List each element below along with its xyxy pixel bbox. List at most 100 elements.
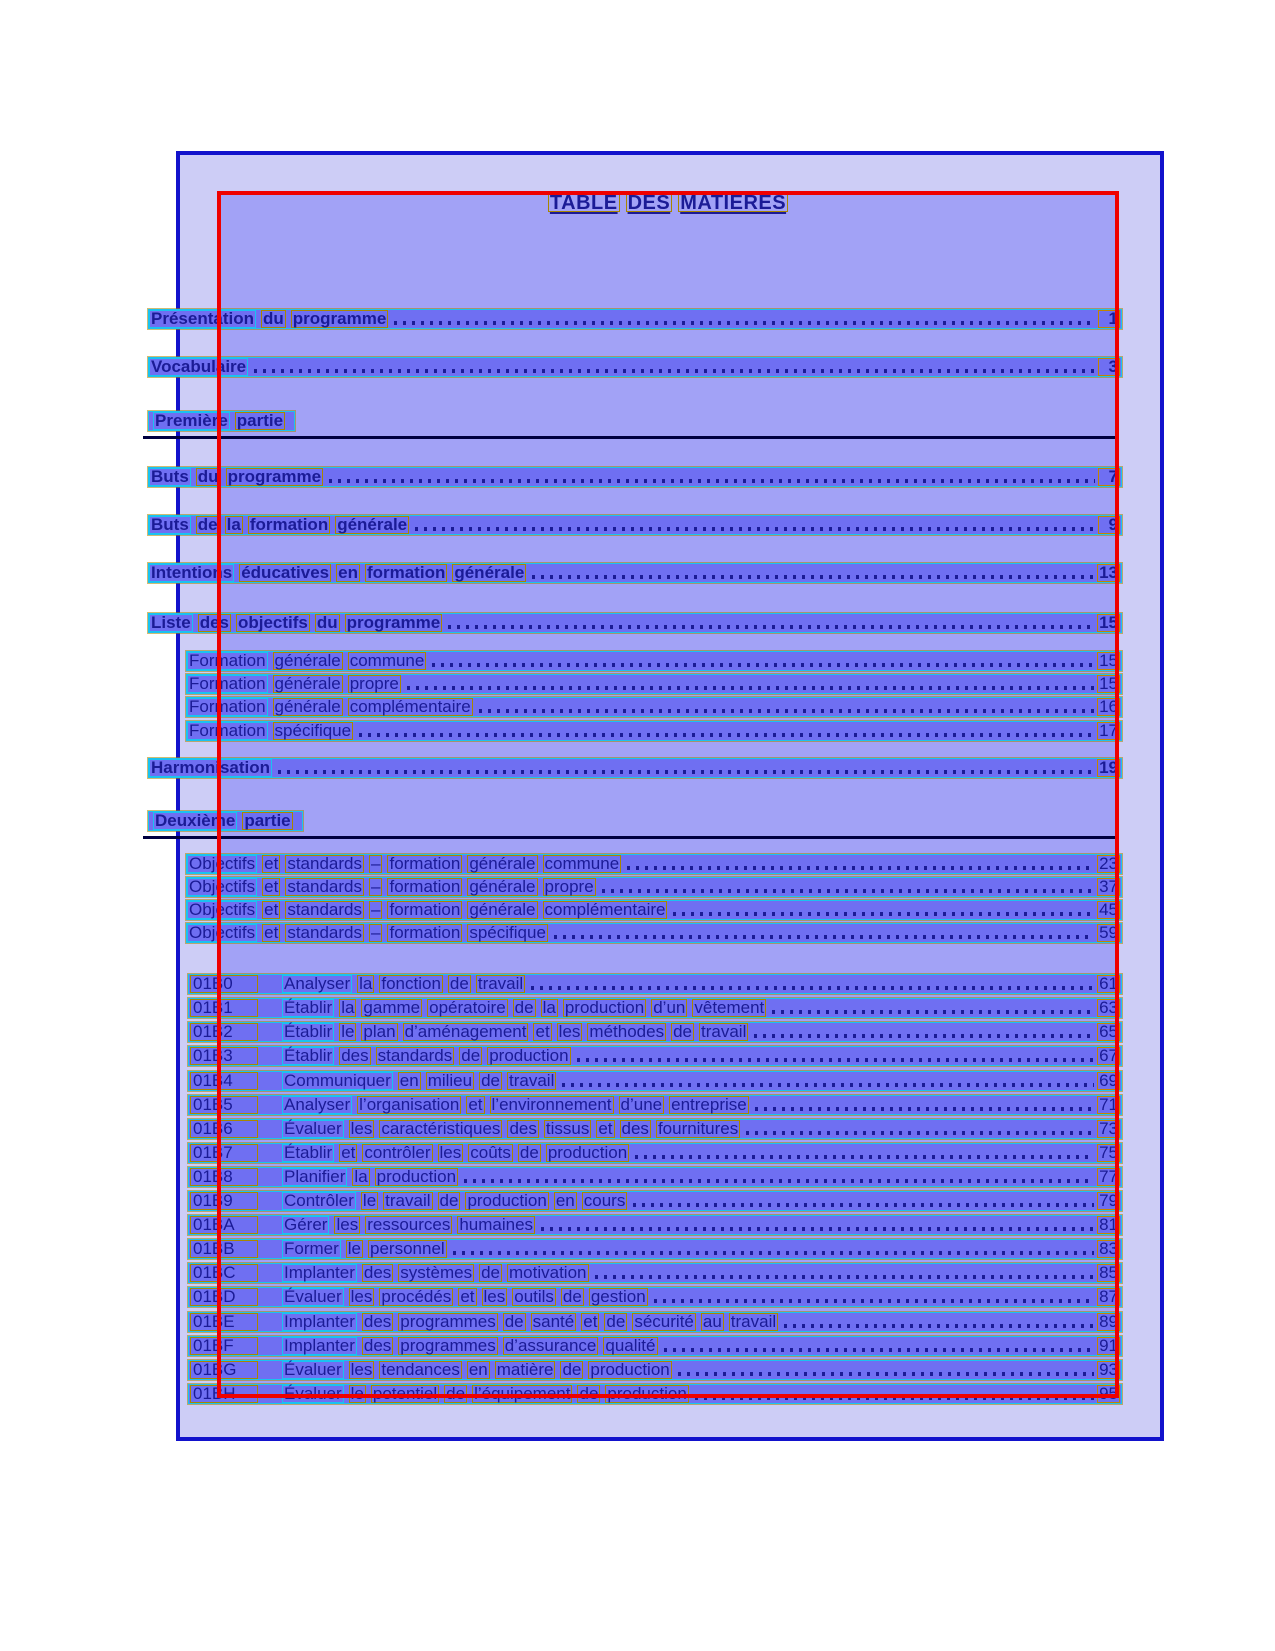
toc-entry-code: 01B8 <box>190 1168 258 1186</box>
toc-entry[interactable]: Buts du programme 7 <box>148 467 1122 487</box>
toc-entry[interactable]: 01BB Former le personnel 83 <box>188 1239 1122 1259</box>
word-annotation-box: méthodes <box>587 1022 667 1041</box>
word-annotation-box: de <box>502 1312 526 1331</box>
word-annotation-box: Évaluer <box>282 1384 344 1403</box>
word-annotation-box: de <box>671 1022 694 1041</box>
toc-entry-page-number: 15 <box>1097 613 1120 632</box>
word-annotation-box: Intentions <box>149 563 235 582</box>
word-annotation-box: les <box>334 1215 361 1234</box>
word-annotation-box: générale <box>272 697 343 716</box>
word-annotation-box: tendances <box>379 1360 462 1379</box>
toc-entry[interactable]: Formation générale propre 15 <box>186 674 1122 694</box>
word-annotation-box: Formation <box>187 697 268 716</box>
word-annotation-box: les <box>481 1287 508 1306</box>
toc-entry-page-number: 7 <box>1098 468 1120 486</box>
word-annotation-box: et <box>262 854 281 873</box>
word-annotation-box: le <box>345 1239 364 1258</box>
toc-entry[interactable]: Vocabulaire 3 <box>148 357 1122 377</box>
word-annotation-box: générale <box>467 900 538 919</box>
dot-leader <box>432 663 1095 667</box>
word-annotation-box: de <box>512 998 536 1017</box>
toc-entry[interactable]: Liste des objectifs du programme 15 <box>148 613 1122 633</box>
word-annotation-box: production <box>465 1191 549 1210</box>
toc-entry-label: Implanter des systèmes de motivation <box>282 1263 594 1283</box>
toc-entry[interactable]: Deuxième partie <box>148 811 303 831</box>
toc-entry[interactable]: Objectifs et standards – formation générale co… <box>186 900 1122 920</box>
toc-entry-label: Évaluer les procédés et les outils de gestion <box>282 1287 653 1307</box>
toc-entry-label: Établir la gamme opératoire de la production d’… <box>282 998 771 1018</box>
toc-entry-code: 01BE <box>190 1313 258 1331</box>
toc-entry[interactable]: Objectifs et standards – formation spécifique… <box>186 923 1122 943</box>
toc-entry[interactable]: 01B1 Établir la gamme opératoire de la product… <box>188 998 1122 1018</box>
word-annotation-box: Formation <box>187 721 268 740</box>
toc-entry-page-number: 81 <box>1097 1215 1120 1234</box>
toc-entry[interactable]: 01B6 Évaluer les caractéristiques des tissus… <box>188 1119 1122 1139</box>
word-annotation-box: formation <box>387 854 463 873</box>
word-annotation-box: formation <box>247 515 331 534</box>
toc-entry[interactable]: 01BD Évaluer les procédés et les outils de gest… <box>188 1287 1122 1307</box>
toc-entry-label: Contrôler le travail de production en cours <box>282 1191 632 1211</box>
word-annotation-box: – <box>369 923 383 942</box>
word-annotation-box: des <box>619 1119 651 1138</box>
word-annotation-box: du <box>260 309 286 328</box>
word-annotation-box: milieu <box>425 1071 475 1090</box>
word-annotation-box: de <box>195 515 220 534</box>
toc-entry-label: Gérer les ressources humaines <box>282 1215 540 1235</box>
toc-entry[interactable]: Première partie <box>148 411 296 431</box>
word-annotation-box: standards <box>375 1046 455 1065</box>
toc-entry[interactable]: 01B5 Analyser l’organisation et l’environne… <box>188 1095 1122 1115</box>
toc-entry[interactable]: 01BG Évaluer les tendances en matière de produ… <box>188 1360 1122 1380</box>
toc-entry[interactable]: 01B7 Établir et contrôler les coûts de product… <box>188 1143 1122 1163</box>
word-annotation-box: gestion <box>588 1287 648 1306</box>
dot-leader <box>677 1372 1095 1376</box>
toc-entry[interactable]: 01B0 Analyser la fonction de travail 61 <box>188 974 1122 994</box>
word-annotation-box: des <box>197 613 231 632</box>
toc-entry[interactable]: 01B2 Établir le plan d’aménagement et les méth… <box>188 1022 1122 1042</box>
toc-entry[interactable]: 01BA Gérer les ressources humaines 81 <box>188 1215 1122 1235</box>
dot-leader <box>531 986 1095 990</box>
toc-entry[interactable]: 01BE Implanter des programmes de santé et de sé… <box>188 1312 1122 1332</box>
word-annotation-box: du <box>314 613 340 632</box>
word-annotation-box: MATIÈRES <box>678 192 789 214</box>
toc-entry-label: Implanter des programmes de santé et de sécurit… <box>282 1312 783 1332</box>
toc-entry[interactable]: 01B9 Contrôler le travail de production en cou… <box>188 1191 1122 1211</box>
page-title: TABLE DES MATIÈRES <box>217 192 1119 216</box>
toc-entry[interactable]: Objectifs et standards – formation générale pr… <box>186 877 1122 897</box>
toc-entry[interactable]: 01B8 Planifier la production 77 <box>188 1167 1122 1187</box>
toc-entry-label: Formation spécifique <box>187 721 358 741</box>
toc-entry-code: 01B0 <box>190 975 258 993</box>
word-annotation-box: l’environnement <box>489 1095 614 1114</box>
toc-entry[interactable]: Buts de la formation générale 9 <box>148 515 1122 535</box>
toc-entry[interactable]: Objectifs et standards – formation générale co… <box>186 854 1122 874</box>
toc-entry[interactable]: Formation générale complémentaire 16 <box>186 697 1122 717</box>
toc-entry[interactable]: Formation spécifique 17 <box>186 721 1122 741</box>
toc-entry-code: 01B7 <box>190 1144 258 1162</box>
toc-entry[interactable]: 01BC Implanter des systèmes de motivation 85 <box>188 1263 1122 1283</box>
word-annotation-box: générale <box>335 515 410 534</box>
word-annotation-box: DES <box>625 192 673 214</box>
word-annotation-box: de <box>459 1046 483 1065</box>
word-annotation-box: objectifs <box>235 613 310 632</box>
toc-entry[interactable]: 01BH Évaluer le potentiel de l’équipement de p… <box>188 1384 1122 1404</box>
word-annotation-box: Buts <box>149 467 191 486</box>
toc-entry[interactable]: Formation générale commune 15 <box>186 651 1122 671</box>
toc-entry-page-number: 77 <box>1097 1167 1120 1186</box>
toc-entry[interactable]: 01BF Implanter des programmes d’assurance qu… <box>188 1336 1122 1356</box>
toc-entry-label: Buts du programme <box>149 467 328 487</box>
toc-entry[interactable]: 01B3 Établir des standards de production 67 <box>188 1046 1122 1066</box>
toc-entry[interactable]: Intentions éducatives en formation générale … <box>148 563 1122 583</box>
word-annotation-box: de <box>437 1191 461 1210</box>
toc-entry[interactable]: Présentation du programme 1 <box>148 309 1122 329</box>
word-annotation-box: production <box>605 1384 689 1403</box>
word-annotation-box: formation <box>387 877 463 896</box>
toc-entry[interactable]: Harmonisation 19 <box>148 758 1122 778</box>
word-annotation-box: production <box>545 1143 630 1162</box>
toc-entry[interactable]: 01B4 Communiquer en milieu de travail 69 <box>188 1071 1122 1091</box>
word-annotation-box: caractéristiques <box>379 1119 503 1138</box>
word-annotation-box: propre <box>542 877 596 896</box>
word-annotation-box: sécurité <box>632 1312 696 1331</box>
word-annotation-box: Formation <box>187 674 268 693</box>
dot-leader <box>576 1058 1095 1062</box>
word-annotation-box: programme <box>344 613 443 632</box>
toc-entry-label: Planifier la production <box>282 1167 463 1187</box>
